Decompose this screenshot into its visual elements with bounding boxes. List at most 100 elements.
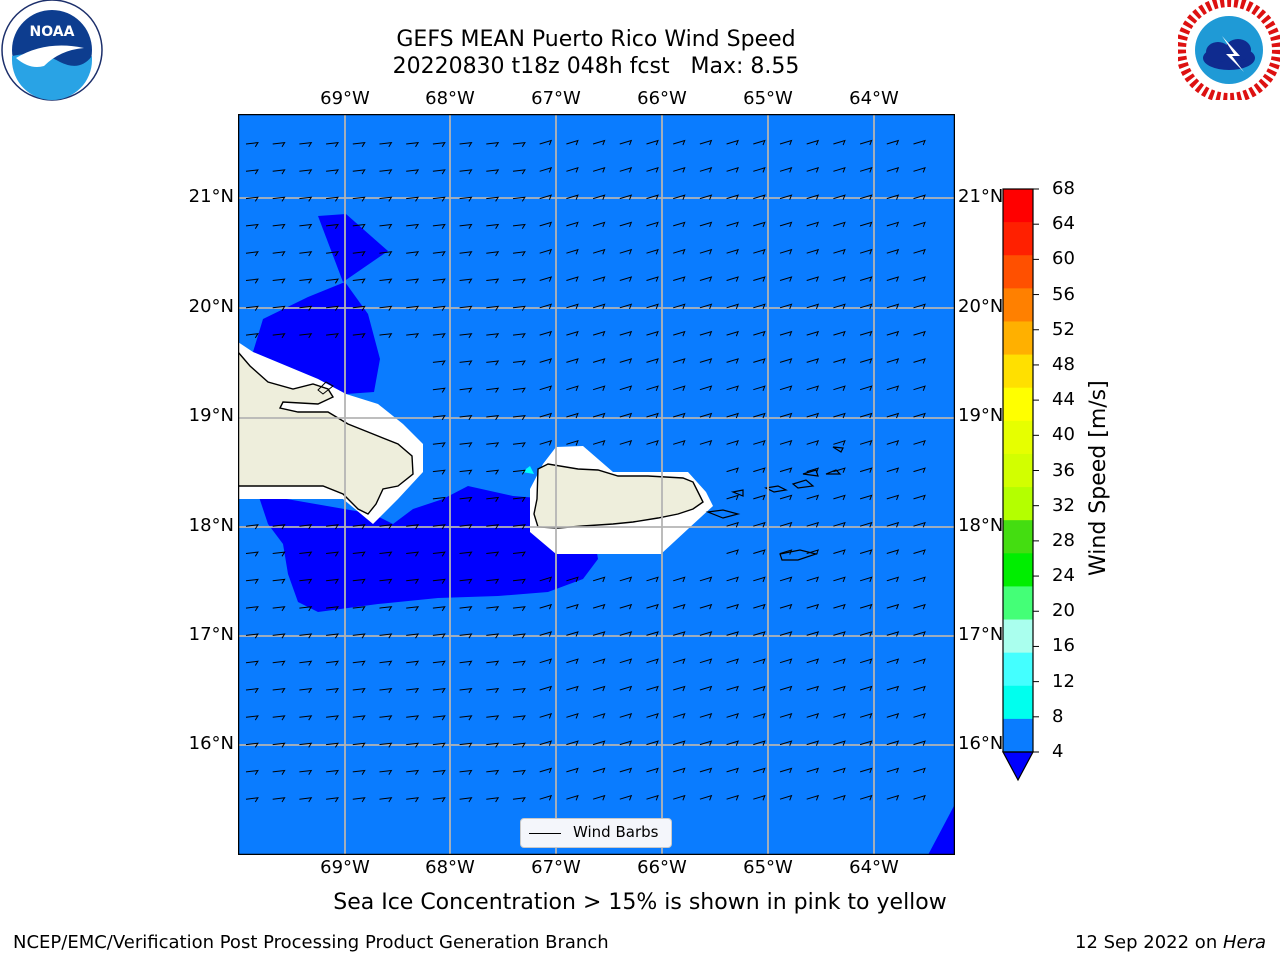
wind-barb	[699, 412, 713, 419]
wind-barb	[272, 769, 286, 775]
wind-barb	[299, 251, 313, 257]
wind-barb	[726, 521, 739, 528]
colorbar-tick-label: 56	[1052, 283, 1075, 305]
colorbar-tick-label: 48	[1052, 353, 1075, 375]
wind-barb	[592, 167, 606, 173]
wind-barb	[886, 194, 900, 200]
lat-label-left-17n: 17°N	[188, 624, 234, 645]
wind-barb	[486, 360, 500, 366]
wind-barb	[379, 524, 393, 530]
wind-barb	[859, 521, 873, 528]
lon-label-bottom-66w: 66°W	[637, 857, 687, 878]
wind-barb	[459, 606, 473, 612]
wind-barb	[753, 385, 766, 391]
wind-barb	[646, 330, 659, 337]
wind-barb	[592, 794, 606, 801]
wind-barb	[886, 767, 900, 774]
wind-barb	[245, 660, 259, 666]
wind-barb	[432, 223, 446, 229]
wind-barb	[913, 685, 926, 692]
wind-barb	[566, 412, 579, 419]
wind-barb	[406, 797, 420, 803]
wind-barb	[619, 194, 633, 200]
wind-barb	[459, 251, 473, 257]
wind-barb	[539, 330, 553, 337]
colorbar-tick-label: 20	[1052, 600, 1075, 622]
wind-barb	[619, 603, 633, 610]
wind-barb	[326, 742, 339, 748]
wind-barb	[779, 767, 793, 774]
wind-barb	[326, 687, 339, 694]
wind-barb	[512, 769, 526, 775]
wind-barb	[326, 551, 339, 557]
wind-barb	[699, 276, 713, 282]
wind-barb	[379, 687, 393, 694]
wind-barb	[806, 440, 820, 446]
lon-label-top-64w: 64°W	[849, 88, 899, 109]
wind-barb	[619, 740, 633, 746]
wind-barb	[512, 660, 526, 666]
wind-barb	[432, 551, 446, 557]
wind-barb	[806, 576, 820, 583]
colorbar-band	[1003, 288, 1033, 322]
lat-label-left-16n: 16°N	[188, 733, 234, 754]
wind-barb	[299, 687, 313, 694]
wind-barb	[539, 412, 553, 419]
wind-barb	[379, 606, 393, 612]
legend-label: Wind Barbs	[573, 823, 659, 841]
wind-barb	[299, 333, 313, 339]
wind-barb	[646, 303, 659, 310]
wind-barb	[913, 194, 926, 200]
wind-barb	[859, 358, 873, 364]
wind-barb	[379, 141, 393, 148]
wind-barb	[245, 141, 259, 148]
wind-barb	[753, 549, 766, 555]
wind-barb	[272, 797, 286, 803]
wind-barb	[913, 385, 926, 391]
wind-barb	[646, 631, 659, 637]
wind-barb	[833, 685, 846, 692]
wind-barb	[352, 524, 366, 530]
wind-barb	[352, 578, 366, 584]
wind-barb	[299, 551, 313, 557]
wind-barb	[779, 330, 793, 337]
wind-barb	[753, 412, 766, 419]
wind-barb	[806, 549, 820, 555]
wind-barb	[806, 248, 820, 255]
wind-barb	[592, 631, 606, 637]
wind-barb	[539, 440, 553, 446]
wind-barb	[512, 715, 526, 721]
wind-barb	[833, 713, 846, 719]
wind-barb	[432, 606, 446, 612]
wind-barb	[459, 169, 473, 175]
wind-barb	[753, 576, 766, 583]
wind-barb	[539, 276, 553, 282]
colorbar-band	[1003, 685, 1033, 720]
lat-label-right-19n: 19°N	[958, 405, 1004, 426]
wind-barb	[673, 740, 686, 746]
wind-barb	[726, 303, 739, 310]
wind-barb	[539, 576, 553, 583]
wind-barb	[486, 387, 500, 393]
lon-label-bottom-68w: 68°W	[425, 857, 475, 878]
wind-barb	[673, 658, 686, 664]
wind-barb	[326, 251, 339, 257]
wind-barb	[726, 358, 739, 364]
wind-barb	[406, 305, 420, 311]
wind-barb-legend-line	[529, 833, 561, 834]
wind-barb	[753, 303, 766, 310]
colorbar-band	[1003, 420, 1033, 455]
wind-barb	[619, 440, 633, 446]
wind-barb	[753, 794, 766, 801]
wind-barb	[886, 221, 900, 228]
wind-barb	[326, 715, 339, 721]
wind-barb	[432, 469, 446, 475]
wind-barb	[699, 385, 713, 391]
wind-barb	[459, 769, 473, 775]
wind-barb	[245, 223, 259, 229]
wind-barb	[459, 469, 473, 475]
wind-barb	[646, 248, 659, 255]
wind-barb	[299, 278, 313, 284]
wind-barb	[299, 524, 313, 530]
wind-barb	[619, 276, 633, 282]
